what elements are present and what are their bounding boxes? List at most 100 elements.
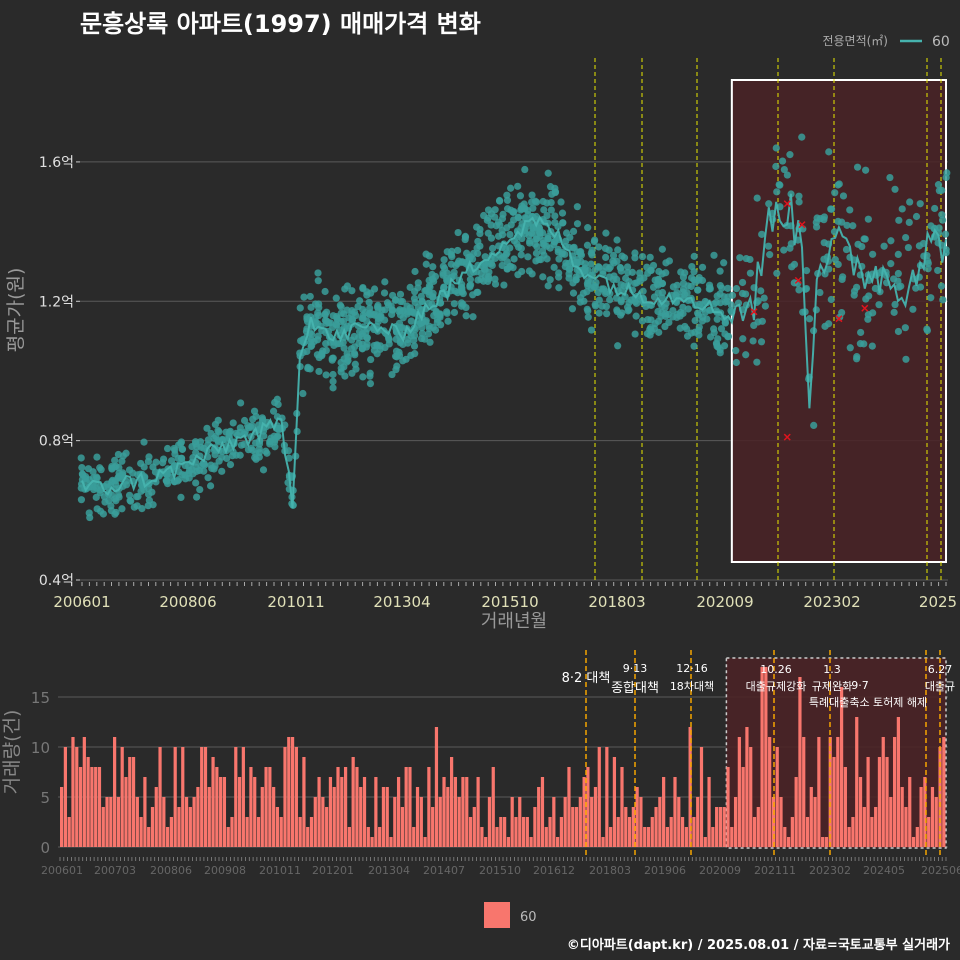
volume-bar — [529, 837, 533, 847]
price-point — [410, 332, 419, 340]
price-point — [192, 479, 200, 487]
price-point — [620, 254, 629, 262]
volume-bar — [321, 797, 325, 847]
volume-bar — [495, 827, 499, 847]
price-point — [842, 245, 851, 254]
volume-bar — [571, 807, 575, 847]
price-point — [271, 443, 279, 451]
volume-bar — [431, 807, 435, 847]
volume-bar — [446, 787, 450, 847]
price-point — [909, 305, 917, 313]
volume-bar — [540, 777, 545, 847]
volume-bar — [219, 777, 223, 847]
volume-bar — [885, 757, 889, 847]
volume-bar — [809, 787, 813, 847]
annotation-label: 규제완화 — [812, 680, 852, 693]
volume-bar — [465, 777, 469, 847]
price-point — [424, 330, 433, 338]
volume-bar — [821, 837, 825, 847]
price-point — [609, 251, 618, 260]
price-point — [757, 287, 765, 295]
price-point — [303, 347, 311, 356]
price-point — [717, 325, 726, 333]
chart-title: 문흥상록 아파트(1997) 매매가격 변화 — [80, 10, 481, 38]
price-point — [544, 169, 552, 177]
price-point — [473, 288, 481, 296]
price-point — [690, 252, 698, 260]
price-point — [906, 198, 914, 206]
volume-bar — [874, 807, 878, 847]
volume-bar — [113, 737, 117, 847]
volume-y-tick-label: 5 — [40, 789, 50, 807]
volume-bar — [764, 667, 768, 847]
price-point — [506, 244, 514, 252]
volume-bar — [802, 737, 806, 847]
volume-bar — [60, 787, 64, 847]
price-point — [613, 275, 621, 284]
volume-bar — [559, 817, 564, 847]
price-point — [506, 230, 514, 239]
price-point — [240, 440, 248, 449]
price-point — [450, 268, 458, 276]
volume-bar — [616, 817, 620, 847]
price-point — [321, 287, 329, 296]
volume-bar — [855, 717, 859, 847]
price-point — [107, 502, 115, 510]
price-y-tick-label: 0.8억 — [39, 434, 74, 450]
price-point — [366, 369, 374, 377]
price-point — [332, 294, 340, 302]
volume-bar — [866, 757, 870, 847]
volume-bar — [256, 817, 261, 847]
price-x-tick-label: 201011 — [267, 593, 324, 611]
volume-bar — [480, 827, 484, 847]
price-point — [843, 221, 851, 229]
price-point — [341, 372, 349, 380]
price-point — [273, 395, 281, 403]
price-point — [421, 335, 429, 343]
price-point — [132, 493, 141, 501]
price-point — [887, 237, 895, 245]
price-point — [178, 445, 187, 453]
volume-bar — [930, 787, 935, 847]
price-point — [507, 184, 515, 192]
price-point — [215, 428, 223, 436]
price-point — [658, 280, 666, 288]
outlier-mark — [750, 308, 758, 316]
volume-bar — [188, 807, 192, 847]
volume-bar — [574, 807, 579, 847]
annotation-label: 18차대책 — [670, 680, 714, 693]
volume-bar — [612, 757, 617, 847]
price-point — [716, 267, 724, 275]
volume-y-tick-label: 10 — [31, 739, 50, 757]
price-point — [370, 285, 379, 293]
price-point — [776, 181, 784, 189]
price-point — [318, 352, 326, 360]
price-point — [396, 290, 405, 298]
price-point — [306, 365, 314, 373]
volume-bar — [169, 817, 174, 847]
price-point — [466, 281, 474, 290]
volume-bar — [669, 817, 673, 847]
price-point — [757, 338, 766, 346]
volume-bar — [908, 777, 912, 847]
price-point — [193, 493, 201, 501]
price-point — [543, 255, 551, 263]
annotation-label: 특례대출축소 토허제 해제 — [809, 695, 927, 709]
price-point — [350, 349, 359, 357]
price-point — [385, 340, 393, 348]
price-point — [941, 230, 950, 238]
price-point — [690, 268, 698, 276]
price-point — [638, 252, 647, 261]
price-point — [805, 315, 814, 323]
price-point — [418, 324, 426, 332]
price-point — [296, 304, 304, 312]
price-point — [786, 244, 794, 252]
volume-bar — [449, 757, 454, 847]
volume-bar — [934, 797, 938, 847]
price-point — [469, 313, 477, 321]
price-point — [587, 260, 595, 268]
volume-bar — [643, 827, 647, 847]
price-point — [487, 234, 496, 242]
volume-bar — [688, 727, 692, 847]
price-point — [736, 254, 744, 262]
